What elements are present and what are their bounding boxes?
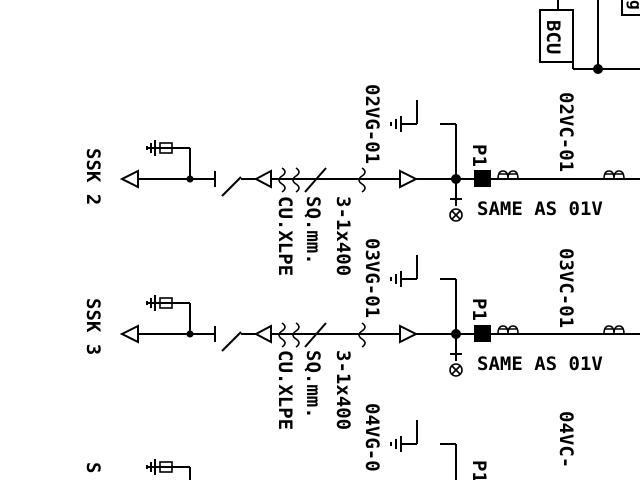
same-as-label: SAME AS 01V: [477, 353, 603, 375]
bus-arrow-icon: [119, 324, 139, 344]
same-as-label: SAME AS 01V: [477, 198, 603, 220]
earth-icon: [390, 420, 418, 452]
switch-blade-icon: [221, 176, 242, 197]
lamp-icon: [449, 363, 463, 377]
ssk-label: S: [82, 462, 104, 473]
cable-size: 3-1x400: [332, 350, 354, 430]
p-label: P1: [468, 144, 490, 167]
bcu-label: BCU: [542, 20, 564, 54]
ct-coil-icon: [497, 325, 519, 335]
switch-blade-icon: [221, 331, 242, 352]
earth-switch-icon: [146, 295, 191, 334]
earth-icon: [390, 255, 418, 287]
ssk-label: SSK 2: [82, 148, 104, 205]
cable-coil-icon: [278, 322, 286, 348]
cable-type: CU.XLPE: [274, 350, 296, 430]
ct-coil-icon: [497, 170, 519, 180]
ct-block-icon: [474, 170, 491, 187]
feeder-ssk-2: SSK 2 3-1x400 SQ.mm. CU.XLPE 02VG-01: [82, 84, 640, 276]
cable-coil-icon: [278, 167, 286, 193]
feeder-ssk-4: S 04VG-0 P1 04VC-: [82, 403, 577, 480]
vg-label: 02VG-01: [361, 84, 383, 164]
cable-end-arrow-icon: [253, 324, 272, 344]
junction-dot: [593, 64, 603, 74]
cable-type: CU.XLPE: [274, 196, 296, 276]
feeder-ssk-3: SSK 3 3-1x400 SQ.mm. CU.XLPE 03VG-01: [82, 238, 640, 430]
earth-switch-icon: [146, 140, 191, 179]
cable-size: 3-1x400: [332, 196, 354, 276]
earth-icon: [390, 100, 418, 132]
vg-label: 04VG-0: [361, 403, 383, 472]
vc-label: 03VC-01: [555, 248, 577, 328]
ssk-label: SSK 3: [82, 298, 104, 355]
p-label: P1: [468, 298, 490, 321]
cable-end-arrow-icon: [253, 169, 272, 189]
vc-label: 04VC-: [555, 411, 577, 468]
vc-label: 02VC-01: [555, 92, 577, 172]
bcu-block: BCU g: [539, 0, 640, 74]
arrow-right-icon: [399, 169, 419, 189]
ct-block-icon: [474, 325, 491, 342]
lamp-icon: [449, 208, 463, 222]
arrow-right-icon: [399, 324, 419, 344]
p-label: P1: [468, 460, 490, 480]
cable-unit: SQ.mm.: [302, 350, 324, 419]
vg-label: 03VG-01: [361, 238, 383, 318]
earth-switch-icon: [146, 459, 191, 480]
bus-arrow-icon: [119, 169, 139, 189]
cut-off-label: g: [626, 0, 640, 10]
cable-unit: SQ.mm.: [302, 196, 324, 265]
